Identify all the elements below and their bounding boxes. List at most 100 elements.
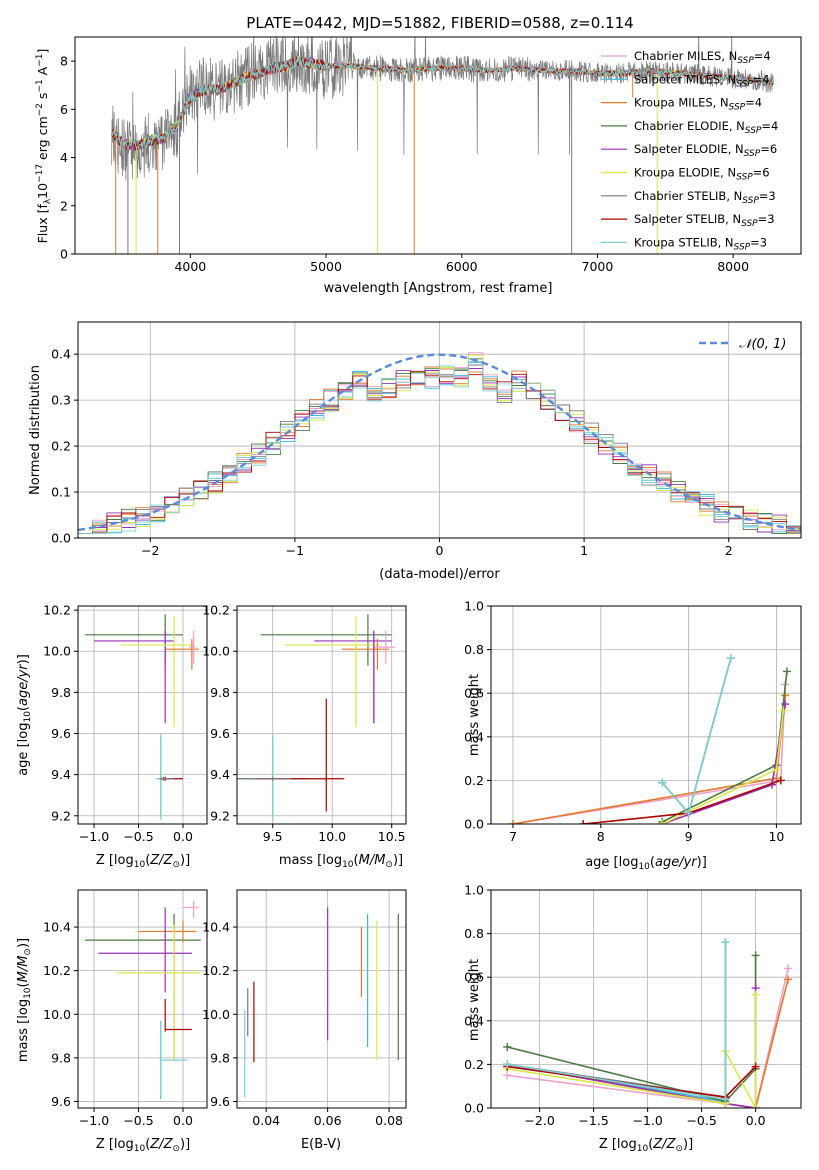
label-part: =3	[758, 212, 775, 226]
axes-frame	[77, 605, 208, 825]
age-vs-mass-panel: 9.5 10.0 10.5 9.2 9.4 9.6 9.8 10.0 10.2 mass [log…	[202, 603, 407, 870]
label-part: Z/Z	[149, 853, 173, 868]
y-tick-label: 0.6	[464, 970, 484, 985]
plot-area	[85, 614, 199, 820]
label-part: (	[145, 853, 150, 868]
y-tick-label: 4	[60, 150, 68, 165]
label-part: =4	[761, 119, 778, 133]
legend-entry: 𝒩(0, 1)	[739, 337, 786, 352]
data-point	[684, 809, 693, 818]
data-point	[751, 951, 760, 960]
mass-vs-extinction-panel: 0.04 0.06 0.08 9.6 9.8 10.0 10.2 10.4 E(B-V)	[202, 889, 407, 1152]
label-part: SSP	[745, 126, 762, 136]
x-tick-label: −0.5	[123, 829, 153, 844]
label-part: (	[16, 706, 31, 711]
x-axis-label: Z [log10(Z/Z⊙)]	[96, 853, 190, 870]
mass-weight-line	[507, 988, 757, 1108]
x-tick-label: 0.0	[746, 1113, 766, 1128]
y-tick-label: 10.4	[202, 920, 230, 935]
label-part: (	[650, 855, 655, 870]
data-point	[772, 765, 781, 774]
label-part: SSP	[736, 173, 753, 183]
data-point	[579, 820, 588, 824]
label-part: s	[35, 93, 50, 104]
label-part: =4	[745, 96, 762, 110]
label-part: 10	[23, 987, 33, 999]
y-tick-label: 10.2	[202, 963, 230, 978]
label-part: =3	[750, 235, 767, 249]
label-part: Salpeter MILES, N	[634, 72, 736, 86]
axes: 4000 5000 6000 7000 8000 0 2 4 6 8 wavelength [Ang…	[35, 36, 802, 296]
data-point	[721, 938, 730, 947]
axes-frame	[490, 889, 802, 1109]
x-axis-label: E(B-V)	[301, 1137, 341, 1152]
y-tick-label: 0.2	[464, 773, 484, 788]
y-axis-label: Flux [fλ10−17 erg cm−2 s−1 A−1]	[35, 49, 53, 244]
label-part: SSP	[736, 79, 753, 89]
label-part: mass [log	[16, 999, 31, 1062]
label-part: ]	[35, 49, 50, 54]
x-axis-label: mass [log10(M/M⊙)]	[279, 853, 403, 870]
data-point	[751, 990, 760, 999]
y-tick-label: 9.8	[210, 1050, 230, 1065]
x-tick-label: 9	[685, 829, 693, 844]
label-part: Z/Z	[149, 1137, 173, 1152]
label-part: A	[35, 66, 50, 79]
data-point	[658, 820, 667, 824]
axes-frame	[77, 889, 208, 1109]
label-part: age [log	[585, 855, 638, 870]
label-part: =4	[754, 49, 771, 63]
y-tick-label: 0.4	[464, 729, 484, 744]
x-tick-label: −1.0	[632, 1113, 662, 1128]
x-tick-label: 7	[509, 829, 517, 844]
axes-frame	[490, 605, 802, 825]
data-point	[782, 667, 791, 676]
y-tick-label: 10.2	[43, 603, 71, 618]
x-tick-label: 0.04	[252, 1113, 280, 1128]
label-part: 10	[342, 860, 354, 870]
y-tick-label: 10.0	[202, 644, 230, 659]
x-tick-label: 8000	[717, 259, 749, 274]
label-part: )]	[393, 853, 403, 868]
mass-weight-line	[661, 671, 788, 823]
y-tick-label: 2	[60, 198, 68, 213]
axes: 9.5 10.0 10.5 9.2 9.4 9.6 9.8 10.0 10.2 mass [log…	[202, 603, 407, 870]
label-part: ⊙	[385, 860, 393, 870]
label-part: ⊙	[675, 1144, 683, 1154]
data-point	[781, 700, 790, 709]
x-tick-label: 9.5	[263, 829, 283, 844]
y-tick-label: 1.0	[464, 599, 484, 614]
chart-title: PLATE=0442, MJD=51882, FIBERID=0588, z=0…	[246, 14, 633, 32]
x-tick-label: 4000	[174, 259, 206, 274]
y-tick-label: 1.0	[464, 883, 484, 898]
x-tick-label: −0.5	[123, 1113, 153, 1128]
label-part: 10	[23, 711, 33, 723]
y-tick-label: 9.6	[210, 1094, 230, 1109]
x-tick-label: −1.5	[578, 1113, 608, 1128]
x-tick-label: 10.5	[378, 829, 406, 844]
y-tick-label: 0.0	[464, 1101, 484, 1116]
y-tick-label: 10.2	[202, 603, 230, 618]
label-part: age/yr	[16, 663, 31, 706]
y-tick-label: 9.6	[210, 726, 230, 741]
label-part: Z [log	[599, 1137, 637, 1152]
axes-frame	[236, 889, 407, 1109]
label-part: )]	[16, 938, 31, 948]
label-part: Z [log	[96, 1137, 134, 1152]
y-tick-label: 9.6	[51, 1094, 71, 1109]
label-part: Kroupa MILES, N	[634, 96, 729, 110]
y-axis-label: Normed distribution	[28, 365, 43, 495]
plot-area	[78, 352, 801, 534]
label-part: SSP	[741, 219, 758, 229]
label-part: Z [log	[96, 853, 134, 868]
label-part: Salpeter ELODIE, N	[634, 142, 744, 156]
x-tick-label: 6000	[446, 259, 478, 274]
y-tick-label: 9.2	[51, 808, 71, 823]
legend-entry: Salpeter ELODIE, NSSP=6	[634, 142, 777, 159]
label-part: )]	[697, 855, 707, 870]
y-tick-label: 0	[60, 247, 68, 262]
